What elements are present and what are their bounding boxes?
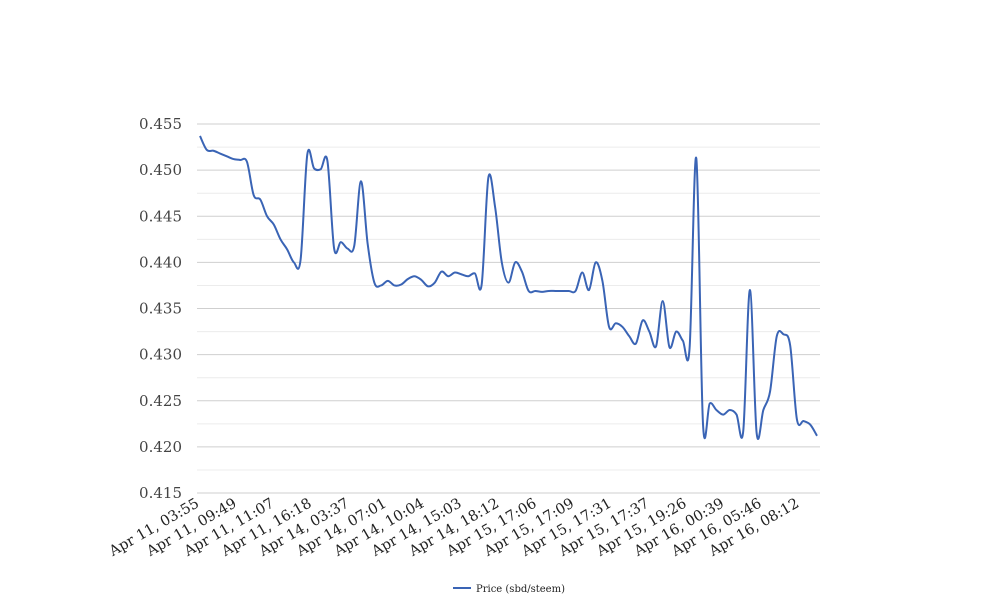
grid-lines — [197, 123, 820, 494]
y-tick-label: 0.415 — [139, 484, 182, 502]
y-tick-label: 0.440 — [139, 253, 182, 271]
y-tick-label: 0.430 — [139, 346, 182, 364]
series-line-price — [199, 135, 818, 440]
y-tick-label: 0.420 — [139, 438, 182, 456]
y-tick-label: 0.445 — [139, 207, 182, 225]
y-tick-label: 0.450 — [139, 161, 182, 179]
y-tick-label: 0.455 — [139, 115, 182, 133]
series-layer — [199, 135, 818, 440]
y-axis: 0.455 0.450 0.445 0.440 0.435 0.430 0.425 0.420… — [139, 115, 182, 502]
legend-label: Price (sbd/steem) — [476, 584, 565, 595]
y-tick-label: 0.435 — [139, 300, 182, 318]
y-tick-label: 0.425 — [139, 392, 182, 410]
legend: Price (sbd/steem) — [453, 584, 565, 595]
